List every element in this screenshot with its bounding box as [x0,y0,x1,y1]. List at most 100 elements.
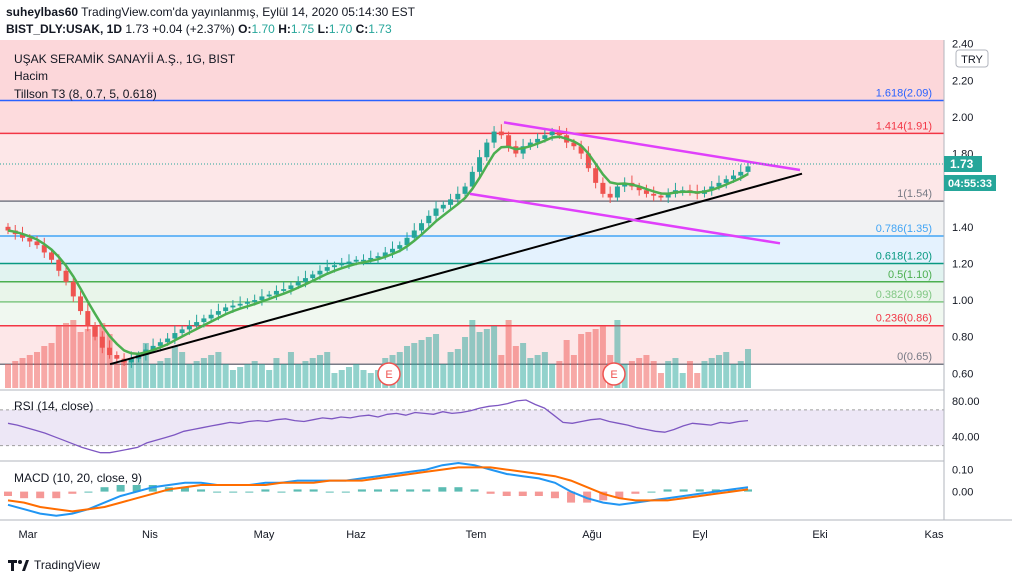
volume-bar [650,361,657,388]
volume-bar [527,358,534,388]
candle-body [455,193,461,200]
candle-body [643,190,649,194]
volume-bar [157,361,164,388]
earnings-circle[interactable] [377,362,401,386]
volume-bar [708,358,715,388]
candle-body [194,322,200,326]
earnings-label: E [610,369,617,381]
candle-body [419,223,425,231]
candle-body [157,342,163,346]
macd-hist-bar [486,491,495,494]
volume-bar [657,373,664,388]
macd-pane[interactable]: MACD (10, 20, close, 9) [0,460,944,517]
price-pane[interactable]: 1.618(2.09) 1.414(1.91) 1(1.54) 0.786(1.35)… [0,40,944,388]
candle-body [404,237,410,246]
candle-body [27,237,33,242]
volume-bar [454,349,461,388]
macd-hist-bar [583,491,592,503]
chart-area[interactable]: 1.618(2.09) 1.414(1.91) 1(1.54) 0.786(1.35)… [0,40,1012,552]
macd-hist-bar [357,489,366,492]
rsi-pane[interactable]: RSI (14, close) [0,389,944,454]
volume-bars [5,320,751,388]
time-tick: Kas [925,529,944,541]
volume-bar [280,364,287,388]
candle-body [448,199,454,205]
time-tick-labels: Mar Nis May Haz Tem Ağu Eyl Eki Kas [19,529,944,541]
time-axis[interactable]: Mar Nis May Haz Tem Ağu Eyl Eki Kas [0,519,1012,541]
price-tick: 2.20 [952,75,973,87]
price-axis[interactable]: 2.402.202.001.801.401.201.000.800.60 TRY… [943,40,1012,520]
fib-level-label: 1(1.54) [897,188,932,200]
candle-body [70,281,76,297]
candle-body [302,278,308,282]
volume-bar [541,352,548,388]
volume-bar [375,370,381,388]
macd-hist-bar [325,491,334,493]
volume-bar [367,373,374,388]
time-tick: Mar [19,529,38,541]
volume-bar [549,364,556,388]
fib-level-label: 1.618(2.09) [876,87,932,99]
candle-body [288,285,294,290]
candle-body [571,142,577,147]
volume-bar [324,352,331,388]
macd-hist-bar [100,487,109,492]
currency-badge[interactable]: TRY [955,49,989,68]
candle-body [491,131,497,143]
volume-bar [237,367,244,388]
volume-bar [287,352,294,388]
candle-body [462,186,468,194]
volume-bar [491,326,498,388]
macd-hist-bar [261,489,270,492]
volume-bar [193,361,200,388]
axis-background [944,40,1012,520]
trend-line[interactable] [109,172,803,366]
volume-bar [113,364,120,388]
macd-hist-bar [52,491,61,499]
price-badge-box [944,156,982,172]
volume-bar [208,355,215,388]
earnings-marker[interactable]: E [602,362,626,386]
candle-body [215,311,221,315]
time-tick: Eki [812,529,827,541]
candle-body [593,168,599,183]
macd-hist-bar [277,491,286,493]
macd-hist-bar [132,485,141,492]
macd-legend: MACD (10, 20, close, 9) [14,471,142,485]
candle-body [179,329,185,334]
volume-bar [694,373,701,388]
channel-bottom-line[interactable] [469,192,781,245]
candle-body [317,270,323,275]
volume-bar [578,334,585,388]
open-label: O: [238,22,252,36]
fib-level-label: 0.236(0.86) [876,313,932,325]
candle-body [527,142,533,147]
macd-tick-labels: 0.10 0.00 [952,465,973,499]
volume-bar [498,355,505,388]
earnings-marker[interactable]: E [377,362,401,386]
earnings-circle[interactable] [602,362,626,386]
candle-body [382,252,388,257]
currency-label: TRY [961,54,983,66]
earnings-markers[interactable]: E E [377,362,626,386]
candle-body [636,186,642,191]
volume-bar [99,323,106,388]
volume-bar [447,352,454,388]
currency-badge-box[interactable] [955,49,989,68]
candle-body [411,230,417,238]
fib-band [0,201,944,236]
volume-bar [258,364,265,388]
candle-body [56,259,62,271]
candle-body [223,307,229,312]
volume-bar [302,361,309,388]
time-tick: Tem [466,529,487,541]
volume-bar [331,373,338,388]
fib-level-label: 0(0.65) [897,351,932,363]
volume-bar [142,343,149,388]
candle-body [433,208,439,216]
candle-body [665,193,671,198]
volume-bar [614,320,621,388]
high-value: 1.75 [290,22,315,36]
published-text: TradingView.com'da yayınlanmış, Eylül 14… [81,5,415,19]
channel-top-line[interactable] [503,121,801,172]
